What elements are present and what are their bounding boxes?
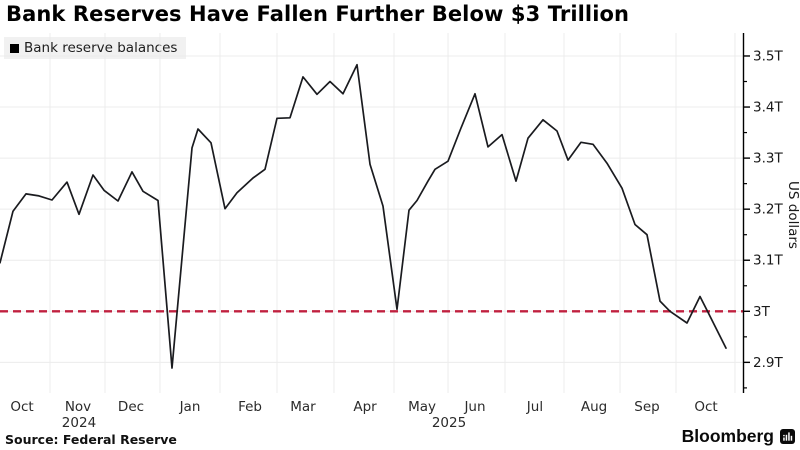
y-tick-label: 3.4T (753, 100, 783, 116)
legend-swatch-icon (10, 43, 19, 53)
x-tick-label: Jul (526, 399, 543, 415)
y-tick-label: 3T (753, 304, 771, 320)
chart-title: Bank Reserves Have Fallen Further Below … (6, 2, 630, 26)
y-tick-label: 3.3T (753, 151, 783, 167)
brand: Bloomberg (682, 426, 795, 447)
bloomberg-logo-icon (780, 429, 795, 444)
y-tick-label: 3.5T (753, 48, 783, 64)
x-tick-label: Aug (581, 399, 607, 415)
y-tick-label: 3.2T (753, 202, 783, 218)
x-year-label: 2024 (62, 415, 96, 431)
x-tick-label: Jun (463, 399, 485, 415)
brand-wordmark: Bloomberg (681, 426, 774, 446)
x-year-label: 2025 (432, 415, 466, 431)
x-tick-label: Feb (238, 399, 262, 415)
x-tick-label: Oct (694, 399, 717, 415)
x-tick-label: Nov (65, 399, 91, 415)
source-note: Source: Federal Reserve (5, 432, 177, 447)
x-tick-label: May (408, 399, 436, 415)
series-line (0, 63, 727, 369)
x-tick-label: Apr (353, 399, 377, 415)
x-tick-label: Sep (634, 399, 659, 415)
x-tick-label: Mar (290, 399, 316, 415)
legend-label: Bank reserve balances (24, 40, 178, 56)
x-tick-label: Dec (118, 399, 144, 415)
y-tick-label: 2.9T (753, 355, 783, 371)
x-tick-label: Jan (179, 399, 201, 415)
y-axis-title: US dollars (785, 181, 800, 249)
y-tick-label: 3.1T (753, 253, 783, 269)
x-tick-label: Oct (10, 399, 33, 415)
